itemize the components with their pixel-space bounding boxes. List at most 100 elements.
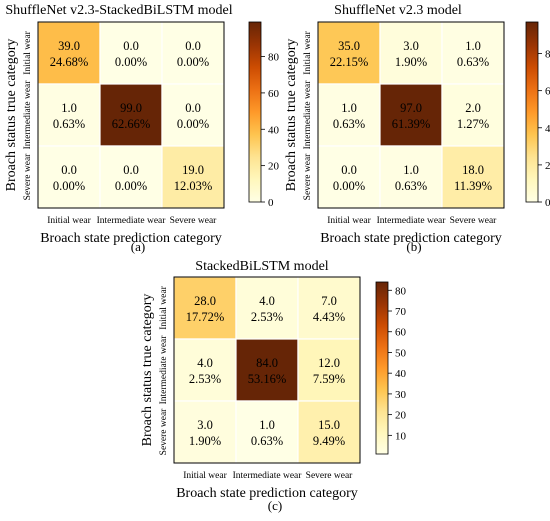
heatmap-cell <box>441 145 505 209</box>
heatmap-cell <box>297 276 361 340</box>
panel-caption: (c) <box>268 498 282 513</box>
cell-percent-label: 9.49% <box>313 434 345 448</box>
y-tick-label: Severe wear <box>23 153 33 201</box>
x-tick-label: Severe wear <box>306 471 354 481</box>
colorbar-tick-label: 20 <box>545 160 550 172</box>
colorbar-tick-label: 70 <box>395 306 407 318</box>
colorbar <box>375 281 389 455</box>
cell-count-label: 1.0 <box>403 163 419 177</box>
cell-percent-label: 61.39% <box>392 117 431 131</box>
colorbar-tick-label: 50 <box>395 347 407 359</box>
heatmap-frame <box>317 21 505 209</box>
x-tick-label: Initial wear <box>47 216 91 226</box>
cell-count-label: 7.0 <box>321 294 337 308</box>
cell-percent-label: 0.00% <box>115 55 147 69</box>
cell-percent-label: 0.63% <box>53 117 85 131</box>
heatmap-cell <box>161 83 225 147</box>
colorbar-tick-label: 80 <box>395 285 407 297</box>
cell-percent-label: 2.53% <box>251 310 283 324</box>
cell-count-label: 0.0 <box>123 39 139 53</box>
cell-percent-label: 0.00% <box>177 55 209 69</box>
heatmap-cell <box>235 276 299 340</box>
x-tick-label: Initial wear <box>183 471 227 481</box>
chart-title: StackedBiLSTM model <box>195 259 328 274</box>
colorbar-tick-label: 30 <box>395 389 407 401</box>
cell-count-label: 99.0 <box>120 101 142 115</box>
cell-count-label: 0.0 <box>185 101 201 115</box>
cell-count-label: 4.0 <box>259 294 275 308</box>
heatmap-cell <box>379 145 443 209</box>
y-tick-label: Severe wear <box>159 408 169 456</box>
cell-percent-label: 12.03% <box>174 179 213 193</box>
cell-count-label: 28.0 <box>194 294 216 308</box>
x-tick-label: Severe wear <box>170 216 218 226</box>
cell-percent-label: 17.72% <box>186 310 225 324</box>
x-tick-label: Intermediate wear <box>377 216 447 226</box>
cell-percent-label: 1.27% <box>457 117 489 131</box>
heatmap-cell <box>235 338 299 402</box>
cell-count-label: 3.0 <box>403 39 419 53</box>
heatmap-cell <box>173 276 237 340</box>
heatmap-frame <box>173 276 361 464</box>
y-tick-label: Severe wear <box>303 153 313 201</box>
cell-percent-label: 0.63% <box>395 179 427 193</box>
heatmap-cell <box>99 21 163 85</box>
heatmap-cell <box>173 400 237 464</box>
heatmap-frame <box>37 21 225 209</box>
y-axis-label: Broach status true category <box>140 294 155 447</box>
cell-percent-label: 2.53% <box>189 372 221 386</box>
heatmap-cell <box>37 83 101 147</box>
cell-count-label: 2.0 <box>465 101 481 115</box>
cell-percent-label: 4.43% <box>313 310 345 324</box>
cell-count-label: 15.0 <box>318 418 340 432</box>
cell-count-label: 0.0 <box>185 39 201 53</box>
chart-title: ShuffleNet v2.3 model <box>334 3 462 18</box>
chart-title: ShuffleNet v2.3-StackedBiLSTM model <box>5 3 232 18</box>
heatmap-cell <box>297 400 361 464</box>
heatmap-cell <box>317 145 381 209</box>
cell-count-label: 12.0 <box>318 356 340 370</box>
cell-count-label: 39.0 <box>58 39 80 53</box>
colorbar-tick-label: 40 <box>268 124 280 136</box>
heatmap-cell <box>161 21 225 85</box>
cell-percent-label: 1.90% <box>395 55 427 69</box>
colorbar-tick-label: 20 <box>395 410 407 422</box>
y-tick-label: Intermediate wear <box>23 80 33 150</box>
cell-percent-label: 0.00% <box>177 117 209 131</box>
heatmap-cell <box>161 145 225 209</box>
y-axis-label: Broach status true category <box>4 39 19 192</box>
heatmap-cell <box>37 145 101 209</box>
heatmap-cell <box>99 83 163 147</box>
colorbar <box>525 21 539 203</box>
cell-percent-label: 22.15% <box>330 55 369 69</box>
x-tick-label: Intermediate wear <box>97 216 167 226</box>
x-axis-label: Broach state prediction category <box>320 231 502 246</box>
cell-count-label: 0.0 <box>341 163 357 177</box>
heatmap-panel-3: StackedBiLSTM model 28.0 17.72% 4.0 2.53% 7.0… <box>140 259 407 513</box>
cell-percent-label: 0.00% <box>115 179 147 193</box>
colorbar-tick-label: 40 <box>395 368 407 380</box>
panel-caption: (b) <box>406 239 421 254</box>
cell-percent-label: 0.63% <box>333 117 365 131</box>
cell-count-label: 84.0 <box>256 356 278 370</box>
cell-percent-label: 11.39% <box>454 179 492 193</box>
cell-percent-label: 0.00% <box>333 179 365 193</box>
colorbar-tick-label: 20 <box>268 161 280 173</box>
cell-count-label: 35.0 <box>338 39 360 53</box>
heatmap-cell <box>379 21 443 85</box>
colorbar-tick-label: 80 <box>545 49 550 61</box>
heatmap-cell <box>297 338 361 402</box>
y-tick-label: Initial wear <box>23 30 33 74</box>
cell-count-label: 1.0 <box>341 101 357 115</box>
heatmap-cell <box>99 145 163 209</box>
colorbar-tick-label: 60 <box>268 88 280 100</box>
colorbar-tick-label: 60 <box>395 327 407 339</box>
y-tick-label: Initial wear <box>303 30 313 74</box>
colorbar-tick-label: 10 <box>395 430 407 442</box>
cell-percent-label: 0.63% <box>251 434 283 448</box>
heatmap-panel-2: ShuffleNet v2.3 model 35.0 22.15% 3.0 1.90% 1… <box>284 3 550 254</box>
cell-count-label: 0.0 <box>61 163 77 177</box>
heatmap-cell <box>441 83 505 147</box>
cell-count-label: 1.0 <box>465 39 481 53</box>
panel-caption: (a) <box>131 239 145 254</box>
